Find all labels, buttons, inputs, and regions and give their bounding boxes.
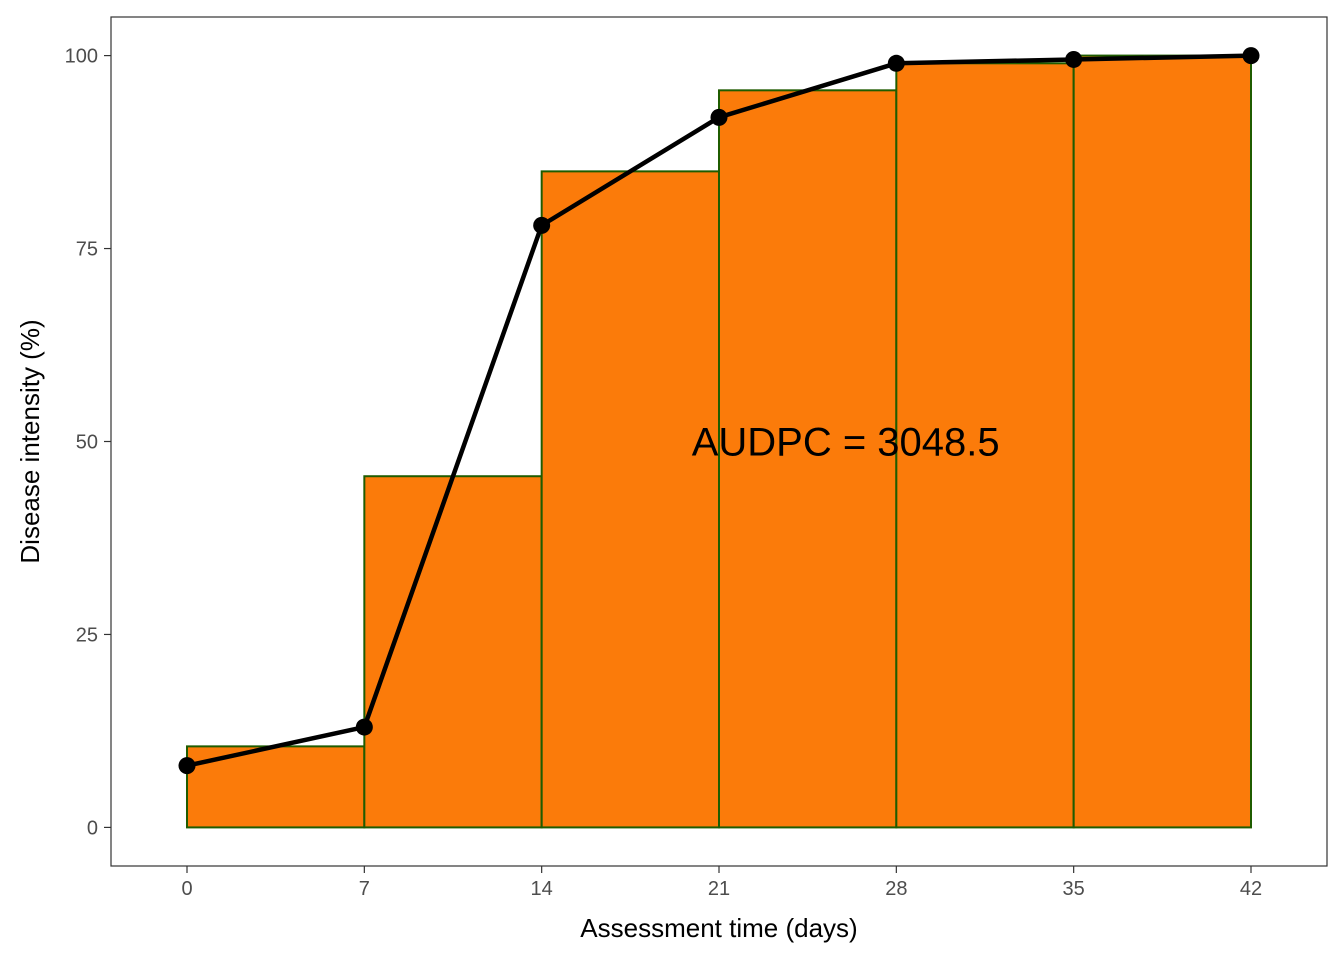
data-point-2 xyxy=(533,216,551,234)
audpc-rectangle-4 xyxy=(895,62,1075,829)
audpc-rectangle-2 xyxy=(540,170,721,829)
y-tick-label: 25 xyxy=(76,624,98,646)
y-axis: 0 25 50 75 100 xyxy=(65,46,111,839)
data-point-3 xyxy=(710,108,728,126)
data-point-0 xyxy=(178,757,196,775)
x-tick-label: 14 xyxy=(531,878,553,900)
x-tick-label: 35 xyxy=(1063,878,1085,900)
data-point-6 xyxy=(1242,47,1260,65)
audpc-rectangles xyxy=(186,54,1252,829)
x-tick-label: 21 xyxy=(708,878,730,900)
x-tick-label: 28 xyxy=(885,878,907,900)
audpc-rectangle-1 xyxy=(363,475,543,829)
data-point-1 xyxy=(355,718,373,736)
x-tick-label: 0 xyxy=(181,878,192,900)
x-axis: 0 7 14 21 28 35 42 xyxy=(181,866,1262,900)
x-axis-title: Assessment time (days) xyxy=(580,913,857,943)
data-point-5 xyxy=(1065,50,1083,68)
y-tick-label: 100 xyxy=(65,46,98,68)
audpc-annotation: AUDPC = 3048.5 xyxy=(692,421,1000,465)
y-tick-label: 0 xyxy=(87,817,98,839)
data-points xyxy=(178,47,1260,775)
x-tick-label: 7 xyxy=(359,878,370,900)
y-tick-label: 75 xyxy=(76,239,98,261)
audpc-rectangle-5 xyxy=(1072,54,1252,829)
audpc-rectangle-3 xyxy=(718,89,898,829)
y-axis-title: Disease intensity (%) xyxy=(15,319,45,563)
data-point-4 xyxy=(887,54,905,72)
x-tick-label: 42 xyxy=(1240,878,1262,900)
y-tick-label: 50 xyxy=(76,432,98,454)
